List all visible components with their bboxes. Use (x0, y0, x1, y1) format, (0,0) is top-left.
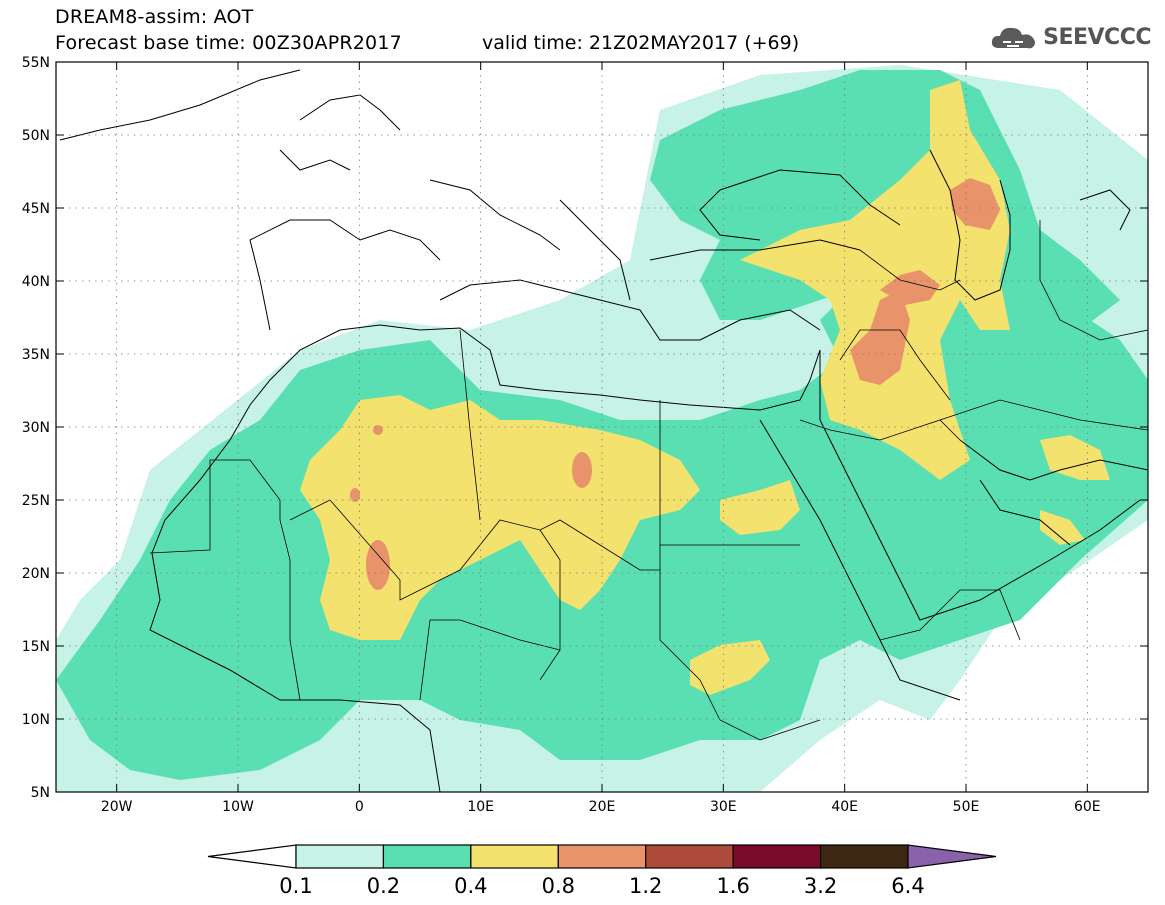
aot-band-0.4-middle-east (740, 80, 1010, 480)
lat-label-55N: 55N (22, 55, 50, 71)
colorbar-segment-4 (557, 844, 647, 869)
lon-label-60E: 60E (1074, 799, 1101, 815)
valid-time: valid time: 21Z02MAY2017 (+69) (482, 32, 800, 54)
colorbar-label-1: 0.2 (367, 874, 400, 898)
lat-label-20N: 20N (22, 566, 50, 582)
grid-lines (56, 61, 1148, 793)
borders (149, 220, 1148, 741)
map-title: DREAM8-assim: AOT (55, 6, 254, 28)
colorbar-label-4: 1.2 (629, 874, 662, 898)
colorbar-segment-1 (295, 844, 385, 869)
lat-label-5N: 5N (31, 785, 50, 801)
aot-band-0.8-algeria-2 (350, 488, 360, 502)
lon-label-30E: 30E (710, 799, 737, 815)
aot-band-0.8-algeria (373, 425, 383, 435)
lat-label-45N: 45N (22, 201, 50, 217)
aot-field (56, 65, 1148, 792)
aot-band-0.8-niger (366, 540, 390, 590)
colorbar-segment-2 (382, 844, 472, 869)
lat-label-25N: 25N (22, 493, 50, 509)
logo-text: SEEVCCC (1043, 24, 1151, 50)
lon-tick-labels: 20W 10W 0 10E 20E 30E 40E 50E 60E (101, 799, 1101, 815)
lat-label-15N: 15N (22, 639, 50, 655)
lon-label-0: 0 (355, 799, 364, 815)
lon-label-40E: 40E (831, 799, 858, 815)
colorbar-label-0: 0.1 (279, 874, 312, 898)
aot-band-0.4-egypt (720, 480, 800, 535)
lon-label-50E: 50E (953, 799, 980, 815)
lon-label-20W: 20W (101, 799, 133, 815)
lat-label-35N: 35N (22, 347, 50, 363)
colorbar-segment-7 (819, 844, 909, 869)
aot-band-0.4-oman (1040, 510, 1085, 545)
forecast-base-time: Forecast base time: 00Z30APR2017 (55, 32, 402, 54)
lat-label-30N: 30N (22, 420, 50, 436)
colorbar-segment-3 (470, 844, 559, 869)
aot-band-0.8-caucasus (880, 270, 940, 305)
coastlines (59, 69, 1148, 792)
cloud-icon (992, 27, 1036, 49)
colorbar-label-2: 0.4 (454, 874, 487, 898)
axis-ticks (56, 61, 1148, 793)
lon-label-20E: 20E (589, 799, 616, 815)
aot-band-0.8-iraq (850, 290, 910, 385)
lat-tick-labels: 55N 50N 45N 40N 35N 30N 25N 20N 15N 10N 5N (22, 55, 50, 801)
colorbar-label-6: 3.2 (804, 874, 837, 898)
aot-band-0.4-sahara (300, 395, 700, 640)
lat-label-50N: 50N (22, 128, 50, 144)
lon-label-10W: 10W (222, 799, 254, 815)
aot-colorbar (207, 844, 997, 869)
lat-label-40N: 40N (22, 274, 50, 290)
seevccc-logo: SEEVCCC (989, 22, 1151, 52)
aot-band-0.8-caspian (950, 178, 1000, 230)
lat-label-10N: 10N (22, 712, 50, 728)
colorbar-label-7: 6.4 (891, 874, 924, 898)
colorbar-segment-0 (207, 844, 297, 869)
colorbar-segment-6 (732, 844, 822, 869)
aot-band-0.4-arabia (1040, 435, 1110, 480)
colorbar-label-5: 1.6 (716, 874, 749, 898)
lon-label-10E: 10E (467, 799, 494, 815)
colorbar-labels: 0.1 0.2 0.4 0.8 1.2 1.6 3.2 6.4 (279, 874, 924, 898)
colorbar-segment-8 (907, 844, 997, 869)
aot-band-0.4-sudan (690, 640, 770, 695)
colorbar-segment-5 (645, 844, 734, 869)
aot-band-0.8-libya (572, 452, 592, 488)
colorbar-label-3: 0.8 (542, 874, 575, 898)
